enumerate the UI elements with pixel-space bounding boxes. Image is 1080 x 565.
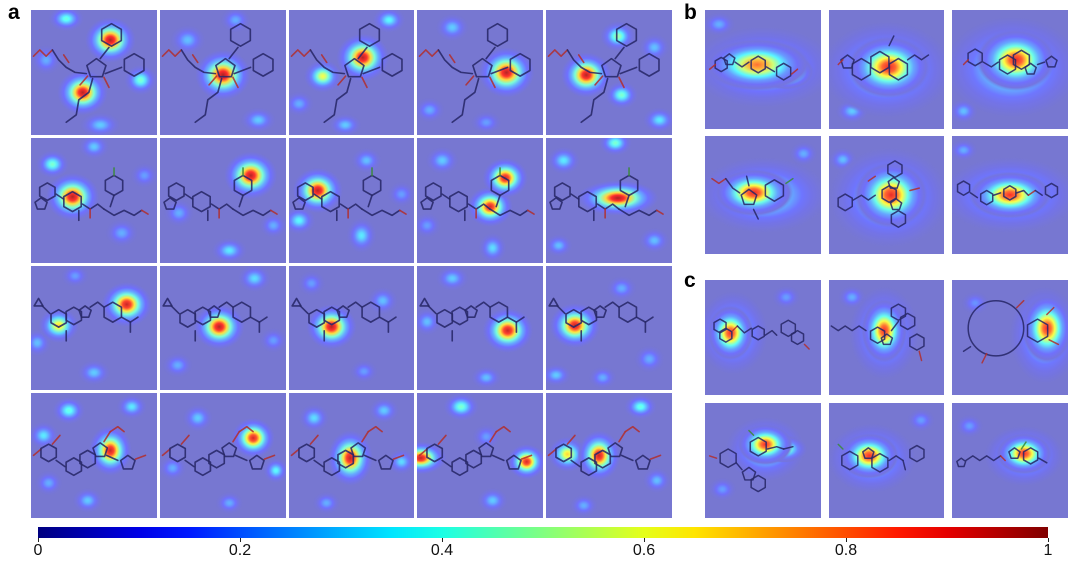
heatmap-cell-b-r2-c3: [952, 135, 1068, 254]
molecule-structure: [290, 22, 403, 124]
heatmap-cell-c-r1-c1: [705, 280, 821, 395]
panel-b-heatmap-grid: [705, 10, 1068, 254]
heatmap-cell-b-r1-c3: [952, 10, 1068, 129]
colorbar-tick-label: 1: [1043, 542, 1053, 559]
molecule-structure: [547, 426, 662, 477]
heatmap-cell-a-r2-c2: [159, 137, 286, 263]
heatmap-cell-c-r1-c2: [828, 280, 945, 395]
heatmap-cell-a-r3-c1: [31, 265, 157, 391]
molecule-structure: [32, 426, 147, 477]
heatmap-cell-a-r2-c4: [417, 137, 544, 263]
molecule-structure: [419, 297, 526, 342]
molecule-structure: [32, 22, 145, 124]
colorbar-tick-mark: [38, 538, 39, 542]
heatmap-cell-b-r1-c2: [828, 10, 945, 129]
molecule-structure: [290, 426, 404, 477]
heatmap-cell-c-r2-c1: [705, 403, 821, 518]
panel-label-c: c: [684, 269, 696, 292]
heatmap-cell-a-r1-c3: [288, 10, 415, 135]
molecule-structure: [957, 179, 1059, 206]
molecule-structure: [830, 303, 925, 362]
molecule-structure: [33, 297, 139, 342]
molecule-structure: [963, 299, 1060, 364]
colorbar-axis: 0 0.2 0.4 0.6 0.8 1: [34, 538, 1052, 564]
heatmap-cell-b-r2-c1: [705, 135, 821, 254]
heatmap-cell-a-r3-c4: [417, 265, 544, 391]
heatmap-cell-a-r3-c3: [288, 265, 415, 391]
colorbar-tick-mark: [240, 538, 241, 542]
heatmap-cell-c-r2-c3: [952, 403, 1068, 518]
molecule-structure: [419, 426, 533, 477]
colorbar-gradient: [38, 527, 1048, 538]
heatmap-cell-a-r3-c5: [546, 265, 672, 391]
panel-a-heatmap-grid: [31, 10, 672, 518]
heatmap-cell-a-r2-c1: [31, 137, 157, 263]
panel-label-b: b: [684, 1, 697, 24]
heatmap-cell-a-r1-c1: [31, 10, 157, 135]
colorbar-tick-label: 0.8: [834, 542, 858, 559]
heatmap-cell-c-r1-c3: [952, 280, 1068, 395]
heatmap-cell-a-r3-c2: [159, 265, 286, 391]
heatmap-cell-b-r2-c2: [828, 135, 945, 254]
molecule-structure: [548, 297, 654, 342]
heatmap-cell-a-r1-c2: [159, 10, 286, 135]
molecule-structure: [549, 166, 665, 221]
colorbar-tick-label: 0.4: [430, 542, 454, 559]
molecule-structure: [708, 53, 799, 81]
molecule-structure: [290, 297, 397, 342]
heatmap-cell-a-r1-c4: [417, 10, 544, 135]
heatmap-cell-a-r1-c5: [546, 10, 672, 135]
molecule-structure: [420, 166, 536, 221]
heatmap-cell-a-r4-c2: [159, 393, 286, 518]
molecule-structure: [161, 22, 274, 124]
molecule-structure: [711, 175, 794, 220]
molecule-structure: [708, 429, 794, 493]
colorbar-tick-mark: [442, 538, 443, 542]
heatmap-cell-c-r2-c2: [828, 403, 945, 518]
molecule-structure: [713, 318, 810, 350]
panel-c-heatmap-grid: [705, 280, 1068, 518]
molecule-structure: [161, 426, 276, 477]
molecule-structure: [956, 441, 1048, 468]
molecule-structure: [34, 166, 149, 221]
panel-label-a: a: [8, 1, 20, 24]
molecule-structure: [837, 443, 925, 473]
colorbar-tick-mark: [1048, 538, 1049, 542]
colorbar-tick-label: 0.2: [228, 542, 252, 559]
heatmap-cell-a-r4-c4: [417, 393, 544, 518]
heatmap-cell-a-r4-c5: [546, 393, 672, 518]
colorbar-tick-label: 0.6: [632, 542, 656, 559]
heatmap-cell-a-r2-c3: [288, 137, 415, 263]
molecule-structure: [163, 166, 278, 221]
colorbar-tick-mark: [846, 538, 847, 542]
colorbar-tick-label: 0: [33, 542, 43, 559]
molecule-structure: [291, 166, 407, 221]
colorbar-tick-mark: [644, 538, 645, 542]
molecule-structure: [837, 159, 920, 228]
heatmap-cell-a-r4-c1: [31, 393, 157, 518]
molecule-structure: [547, 22, 660, 124]
heatmap-cell-a-r4-c3: [288, 393, 415, 518]
heatmap-cell-b-r1-c1: [705, 10, 821, 129]
molecule-structure: [963, 48, 1059, 75]
molecule-structure: [419, 22, 532, 124]
molecule-structure: [162, 297, 268, 342]
heatmap-cell-a-r2-c5: [546, 137, 672, 263]
molecule-structure: [837, 35, 929, 81]
